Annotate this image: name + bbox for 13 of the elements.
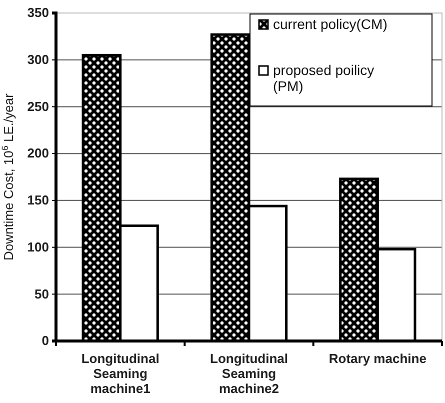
legend-label: current policy(CM) [273, 16, 388, 32]
y-tick-label: 200 [27, 146, 49, 161]
y-tick-label: 150 [27, 192, 49, 208]
y-tick-label: 350 [27, 5, 49, 20]
y-tick-label: 50 [34, 286, 49, 302]
legend-label: proposed poilicy (PM) [273, 62, 374, 94]
y-tick-label: 100 [27, 239, 49, 254]
x-tick-label: Longitudinal Seaming machine1 [81, 351, 160, 396]
x-tick-label: Rotary machine [328, 351, 426, 366]
y-tick-label: 300 [27, 52, 49, 68]
y-tick-label: 250 [27, 98, 49, 114]
y-tick-label: 0 [42, 333, 49, 348]
x-tick-label: Longitudinal Seaming machine2 [210, 351, 288, 396]
